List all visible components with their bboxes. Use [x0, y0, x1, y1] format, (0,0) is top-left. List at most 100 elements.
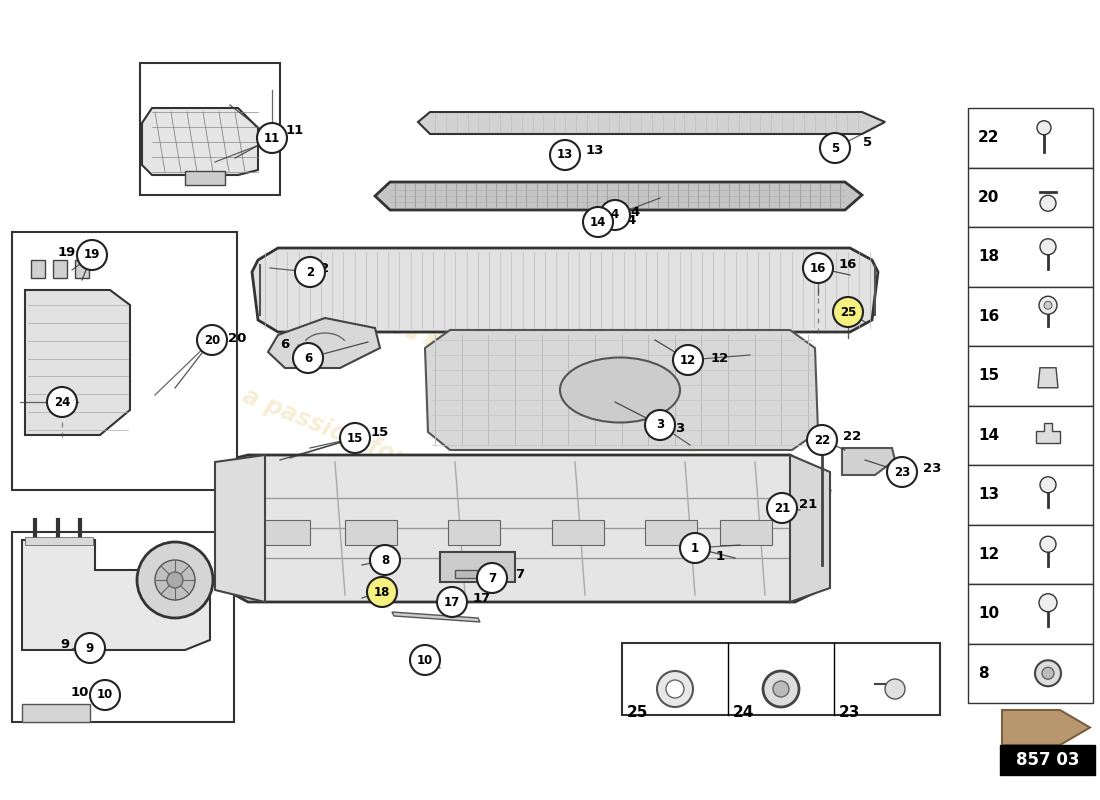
Polygon shape	[1002, 710, 1090, 745]
Circle shape	[773, 681, 789, 697]
Bar	[968, 465, 1093, 525]
Bar	[968, 108, 1093, 167]
Text: 12: 12	[711, 351, 729, 365]
Circle shape	[1040, 296, 1057, 314]
Polygon shape	[418, 112, 886, 134]
Text: 10: 10	[417, 654, 433, 666]
Circle shape	[1035, 660, 1062, 686]
Circle shape	[820, 133, 850, 163]
Text: 3: 3	[656, 418, 664, 431]
Circle shape	[1037, 121, 1050, 134]
Text: 24: 24	[54, 395, 70, 409]
Polygon shape	[22, 540, 210, 650]
Text: 4: 4	[630, 206, 639, 218]
Circle shape	[1044, 302, 1052, 310]
Text: 21: 21	[774, 502, 790, 514]
Bar	[448, 520, 501, 545]
Circle shape	[1040, 238, 1056, 254]
Text: 12: 12	[680, 354, 696, 366]
Bar	[968, 346, 1093, 406]
Polygon shape	[1038, 368, 1058, 388]
Text: 8: 8	[381, 554, 389, 566]
Circle shape	[410, 645, 440, 675]
Text: 18: 18	[978, 250, 999, 264]
Bar	[258, 520, 310, 545]
Text: 15: 15	[346, 431, 363, 445]
Bar	[645, 520, 697, 545]
Circle shape	[155, 560, 195, 600]
Circle shape	[645, 410, 675, 440]
Circle shape	[1040, 195, 1056, 211]
Text: 14: 14	[978, 428, 999, 442]
Text: 10: 10	[978, 606, 999, 622]
Text: 23: 23	[894, 466, 910, 478]
Circle shape	[138, 542, 213, 618]
Bar	[140, 63, 280, 195]
Text: 5: 5	[864, 137, 872, 150]
Text: 14: 14	[590, 215, 606, 229]
Circle shape	[477, 563, 507, 593]
Text: 7: 7	[516, 569, 525, 582]
Circle shape	[600, 200, 630, 230]
Circle shape	[295, 257, 324, 287]
Text: 9: 9	[86, 642, 95, 654]
Bar	[22, 704, 90, 722]
Text: 23: 23	[839, 705, 860, 720]
Circle shape	[367, 577, 397, 607]
Polygon shape	[425, 330, 818, 450]
Text: 10: 10	[97, 689, 113, 702]
Bar	[621, 643, 940, 715]
Bar	[968, 525, 1093, 584]
Bar	[968, 227, 1093, 286]
Text: 15: 15	[371, 426, 389, 438]
Text: 3: 3	[675, 422, 684, 434]
Bar	[968, 643, 1093, 703]
Text: 5: 5	[830, 142, 839, 154]
Circle shape	[887, 457, 917, 487]
Circle shape	[807, 425, 837, 455]
Bar	[31, 260, 45, 278]
Text: 11: 11	[264, 131, 280, 145]
Circle shape	[680, 533, 710, 563]
Bar	[968, 167, 1093, 227]
Polygon shape	[142, 108, 258, 175]
Bar	[552, 520, 604, 545]
Bar	[185, 171, 226, 185]
Bar	[968, 406, 1093, 465]
Bar	[968, 286, 1093, 346]
Text: 17: 17	[473, 591, 491, 605]
Text: 15: 15	[978, 368, 999, 383]
Circle shape	[1040, 536, 1056, 552]
Bar	[455, 570, 500, 578]
Text: 10: 10	[70, 686, 89, 699]
Text: 2: 2	[306, 266, 315, 278]
Text: 24: 24	[733, 705, 755, 720]
Polygon shape	[252, 248, 878, 332]
Text: 19: 19	[84, 249, 100, 262]
Circle shape	[167, 572, 183, 588]
Text: 6: 6	[280, 338, 289, 351]
Polygon shape	[214, 455, 265, 602]
Circle shape	[75, 633, 104, 663]
Text: 17: 17	[444, 595, 460, 609]
Text: 21: 21	[799, 498, 817, 511]
Text: 13: 13	[978, 487, 999, 502]
Bar	[345, 520, 397, 545]
Text: 22: 22	[978, 130, 1000, 146]
Circle shape	[550, 140, 580, 170]
Text: 25: 25	[839, 306, 856, 318]
Circle shape	[197, 325, 227, 355]
Bar	[25, 537, 94, 545]
Text: 20: 20	[228, 331, 246, 345]
Circle shape	[763, 671, 799, 707]
Ellipse shape	[560, 358, 680, 422]
Text: 16: 16	[978, 309, 999, 324]
Polygon shape	[392, 612, 480, 622]
Circle shape	[767, 493, 798, 523]
Polygon shape	[842, 448, 895, 475]
Circle shape	[257, 123, 287, 153]
Text: 12: 12	[978, 546, 999, 562]
Text: 20: 20	[204, 334, 220, 346]
Text: 16: 16	[810, 262, 826, 274]
Bar	[53, 260, 67, 278]
